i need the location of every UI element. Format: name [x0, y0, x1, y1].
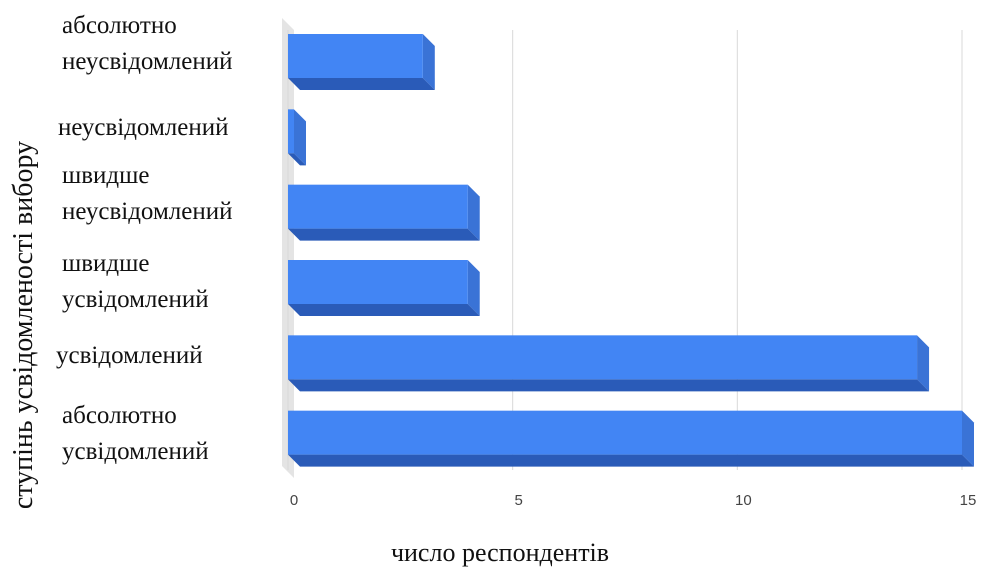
bar	[288, 260, 480, 316]
x-tick-label: 10	[735, 492, 752, 509]
bar-bottom	[288, 78, 435, 90]
bar-front	[288, 184, 468, 229]
y-category-label: швидше неусвідомлений	[62, 162, 233, 225]
bar-bottom	[288, 379, 930, 392]
y-category-label: неусвідомлений	[58, 114, 229, 141]
bar-front	[288, 34, 423, 78]
bar-bottom	[288, 454, 974, 467]
bar-side	[467, 184, 480, 241]
x-tick-label: 0	[290, 492, 298, 509]
bar-front	[288, 410, 962, 455]
bar	[288, 335, 930, 392]
bar-side	[294, 109, 306, 166]
bar	[288, 109, 306, 166]
bar-side	[422, 34, 435, 90]
bar-bottom	[288, 304, 480, 316]
bar-front	[288, 109, 294, 154]
y-category-label: абсолютно неусвідомлений	[62, 12, 233, 75]
bar-bottom	[288, 153, 306, 166]
bar-side	[917, 335, 930, 392]
bar	[288, 410, 974, 467]
bar-bottom	[288, 228, 480, 241]
y-category-label: швидше усвідомлений	[62, 250, 209, 313]
bar-side	[467, 260, 480, 316]
x-axis-ticks: 0 5 10 15	[290, 492, 977, 509]
bar-front	[288, 260, 468, 304]
bar	[288, 34, 435, 90]
bar	[288, 184, 480, 241]
y-category-label: усвідомлений	[56, 342, 203, 369]
bars	[288, 34, 974, 467]
y-category-label: абсолютно усвідомлений	[62, 402, 209, 465]
x-tick-label: 5	[514, 492, 522, 509]
y-axis-title: ступінь усвідомленості вибору	[8, 140, 39, 510]
bar-side	[962, 410, 974, 467]
x-tick-label: 15	[960, 492, 977, 509]
bar-front	[288, 335, 918, 380]
x-axis-title: число респондентів	[390, 538, 610, 567]
